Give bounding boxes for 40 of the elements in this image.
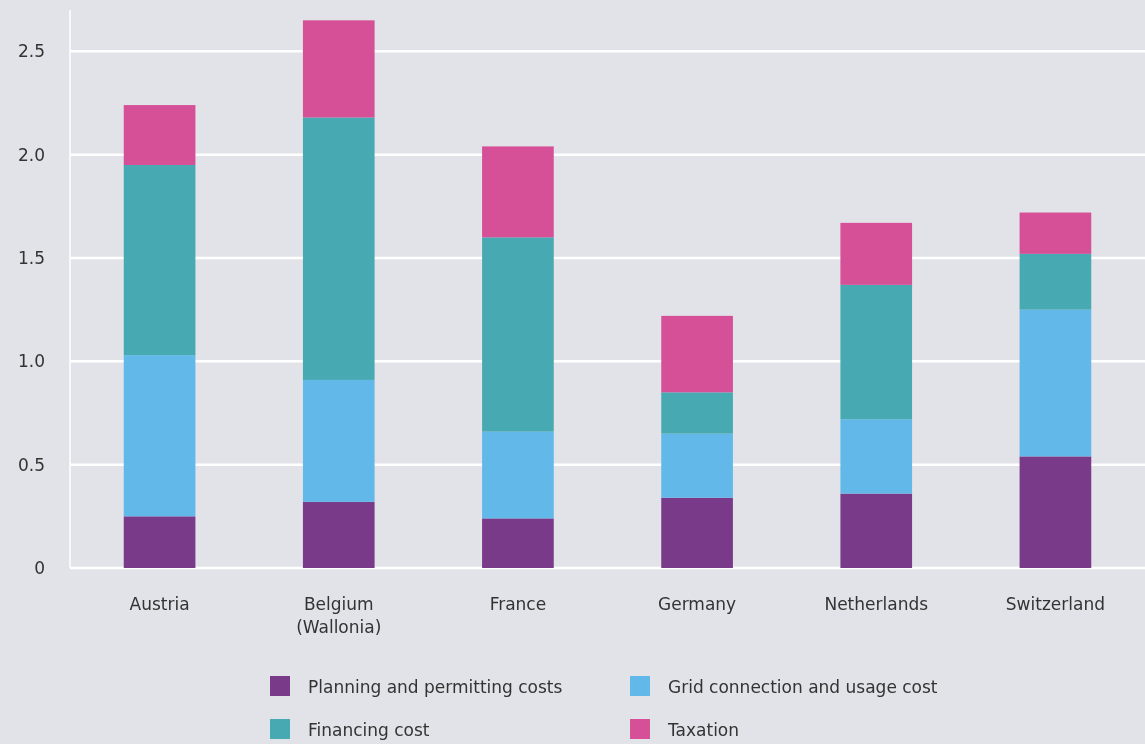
bar [840, 493, 913, 568]
y-tick-label: 1.5 [17, 247, 45, 268]
bar [482, 237, 554, 432]
bar [1019, 309, 1092, 457]
bar [1019, 212, 1092, 254]
x-tick-label: Austria [129, 594, 190, 614]
x-tick-label: France [489, 594, 547, 614]
bar [123, 355, 196, 517]
bar [482, 146, 554, 238]
x-tick-label: Belgium (Wallonia) [296, 594, 382, 637]
bar [840, 284, 913, 420]
bar [840, 419, 913, 494]
x-tick-label: Germany [658, 594, 737, 614]
legend-label: Planning and permitting costs [308, 677, 563, 697]
bar [302, 20, 375, 118]
y-tick-label: 2.0 [17, 144, 45, 165]
bar [661, 392, 733, 434]
bar [661, 315, 733, 393]
bar [1019, 456, 1092, 568]
legend-label: Grid connection and usage cost [668, 677, 938, 697]
x-tick-label: Switzerland [1005, 594, 1105, 614]
bar [661, 497, 733, 568]
bar [123, 516, 196, 568]
bar [302, 501, 375, 568]
bar [661, 433, 733, 498]
y-tick-label: 0 [34, 557, 45, 578]
bar [123, 105, 196, 165]
bar [840, 222, 913, 285]
x-tick-label: Netherlands [824, 594, 929, 614]
bar [1019, 253, 1092, 310]
y-tick-label: 2.5 [17, 41, 45, 62]
bar [302, 117, 375, 380]
bar [302, 379, 375, 502]
bar [482, 431, 554, 519]
y-tick-label: 0.5 [17, 454, 45, 475]
bar [482, 518, 554, 568]
bar [123, 165, 196, 356]
y-tick-label: 1.0 [17, 351, 45, 372]
legend-label: Taxation [667, 720, 740, 740]
legend-label: Financing cost [308, 720, 430, 740]
